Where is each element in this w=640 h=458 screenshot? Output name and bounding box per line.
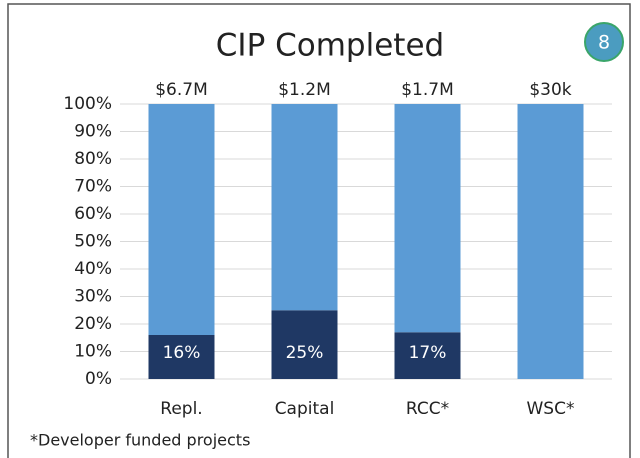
bar-segment xyxy=(148,335,215,379)
frame xyxy=(7,3,631,458)
bar-segment xyxy=(517,104,584,379)
bar-segment xyxy=(394,104,461,333)
y-tick-label: 100% xyxy=(63,94,112,114)
annotation: $1.2M xyxy=(278,80,331,100)
value-label: 17% xyxy=(409,343,447,363)
annotation: $1.7M xyxy=(401,80,454,100)
y-tick-label: 80% xyxy=(74,149,112,169)
bar-segment xyxy=(271,104,338,311)
y-tick-label: 60% xyxy=(74,204,112,224)
x-tick-label: WSC* xyxy=(527,399,575,419)
badge-text: 8 xyxy=(598,32,610,54)
x-tick-label: Repl. xyxy=(160,399,202,419)
y-tick-label: 50% xyxy=(74,232,112,252)
y-tick-label: 20% xyxy=(74,314,112,334)
y-tick-label: 70% xyxy=(74,177,112,197)
annotation: $30k xyxy=(529,80,571,100)
x-tick-label: RCC* xyxy=(406,399,449,419)
footnote: *Developer funded projects xyxy=(30,431,250,450)
y-tick-label: 90% xyxy=(74,122,112,142)
y-tick-label: 40% xyxy=(74,259,112,279)
annotation: $6.7M xyxy=(155,80,208,100)
y-tick-label: 0% xyxy=(85,369,112,389)
value-label: 16% xyxy=(163,343,201,363)
chart-title: CIP Completed xyxy=(216,28,444,64)
y-tick-label: 30% xyxy=(74,287,112,307)
x-tick-label: Capital xyxy=(275,399,335,419)
y-tick-label: 10% xyxy=(74,342,112,362)
badge xyxy=(584,22,624,62)
bar-segment xyxy=(271,310,338,379)
bar-segment xyxy=(148,104,215,335)
bar-segment xyxy=(394,332,461,379)
value-label: 25% xyxy=(286,343,324,363)
